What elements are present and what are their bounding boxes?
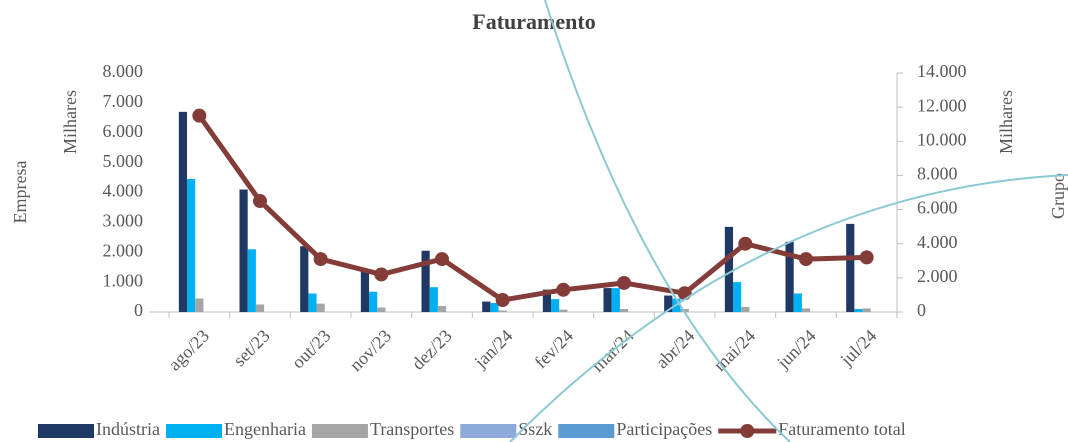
y2-axis-label: Grupo	[1048, 173, 1068, 219]
bar	[801, 308, 811, 312]
bar	[498, 310, 507, 312]
y-axis-label: Empresa	[10, 161, 30, 224]
line-point	[617, 275, 631, 290]
bar	[619, 309, 629, 312]
y2-tick-label: 4.000	[917, 232, 958, 252]
x-tick-label: jan/24	[470, 326, 517, 373]
y2-tick-label: 8.000	[917, 164, 958, 184]
bar	[316, 303, 325, 312]
y-axis-unit: Milhares	[60, 90, 80, 154]
legend-label: Participações	[616, 419, 712, 439]
y2-axis-unit: Milhares	[996, 90, 1016, 154]
x-tick-label: fev/24	[530, 326, 577, 373]
legend-swatch	[38, 424, 94, 438]
bar	[490, 303, 499, 312]
x-tick-label: jun/24	[772, 326, 819, 373]
x-tick-label: set/23	[229, 326, 274, 371]
overlay-curve	[509, 174, 1068, 442]
bar	[421, 250, 430, 312]
legend-label: Engenharia	[224, 419, 306, 439]
bar	[551, 299, 560, 312]
bar	[437, 306, 447, 312]
bar	[846, 223, 855, 312]
x-tick-label: ago/23	[164, 326, 213, 375]
bar	[741, 306, 750, 312]
line-point	[859, 250, 874, 265]
bar	[429, 287, 438, 312]
line-point	[313, 252, 328, 267]
x-tick-label: dez/23	[408, 326, 456, 374]
bar	[542, 289, 552, 312]
y-tick-label: 3.000	[103, 211, 144, 231]
bar	[247, 249, 256, 312]
x-tick-label: nov/23	[346, 326, 396, 376]
bar	[793, 293, 802, 312]
legend-label: Indústria	[96, 419, 160, 439]
bar	[195, 298, 204, 312]
bar	[603, 288, 612, 312]
y2-tick-label: 2.000	[917, 266, 958, 286]
x-tick-label: jul/24	[836, 326, 881, 371]
y2-tick-label: 14.000	[917, 61, 967, 81]
bar	[785, 241, 794, 312]
bar	[377, 307, 386, 312]
legend-swatch	[311, 424, 368, 438]
bar	[255, 304, 265, 312]
y-tick-label: 2.000	[103, 240, 144, 260]
legend-swatch	[165, 424, 222, 438]
y2-tick-label: 0	[917, 300, 926, 320]
y-tick-label: 1.000	[103, 270, 144, 290]
y-tick-label: 8.000	[103, 61, 144, 81]
bar	[559, 309, 568, 312]
bar	[664, 295, 673, 312]
line-point	[435, 252, 449, 267]
y-tick-label: 7.000	[103, 91, 144, 111]
line-point	[738, 236, 753, 251]
bar	[360, 271, 370, 312]
bar	[178, 111, 188, 313]
y2-tick-label: 12.000	[917, 95, 967, 115]
legend-label: Transportes	[370, 419, 454, 439]
bar	[369, 291, 378, 312]
legend-swatch	[460, 424, 517, 438]
bar	[308, 293, 317, 312]
y2-tick-label: 10.000	[917, 129, 967, 149]
line-point	[192, 108, 207, 123]
y-tick-label: 5.000	[103, 151, 144, 171]
bar	[611, 288, 620, 312]
plot: 0 1.000 2.000 3.000 4.000 5.000 6.000 7.000 8.00…	[38, 61, 967, 439]
bar	[862, 308, 871, 312]
y-tick-label: 4.000	[103, 181, 144, 201]
legend-label: Faturamento total	[778, 419, 905, 439]
bar	[733, 282, 742, 312]
line-point	[495, 293, 510, 308]
bar	[724, 226, 734, 312]
x-tick-label: out/23	[288, 326, 335, 373]
bar	[187, 179, 196, 312]
line-point	[556, 282, 571, 297]
legend: Indústria Engenharia Transportes Sszk Partic…	[38, 419, 906, 439]
legend-swatch	[740, 424, 755, 438]
line-point	[677, 286, 692, 301]
bar	[854, 309, 863, 312]
line-point	[799, 252, 813, 267]
legend-swatch	[558, 424, 615, 438]
bar	[680, 309, 689, 312]
line-point	[374, 267, 389, 282]
y-tick-label: 0	[134, 300, 143, 320]
overlay-curve	[544, 0, 791, 442]
bar	[300, 246, 309, 312]
y2-tick-label: 6.000	[917, 198, 958, 218]
bar	[239, 189, 248, 312]
bar	[482, 301, 491, 312]
y-tick-label: 6.000	[103, 121, 144, 141]
line	[197, 114, 867, 303]
line-point	[253, 194, 267, 209]
x-tick-label: mai/24	[710, 326, 759, 375]
x-tick-label: abr/24	[652, 326, 699, 373]
chart-title: Faturamento	[472, 9, 595, 34]
